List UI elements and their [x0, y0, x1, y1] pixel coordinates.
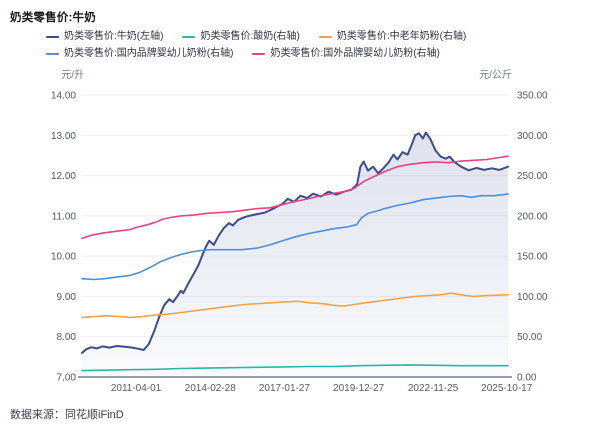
legend-label: 奶类零售价:中老年奶粉(右轴) [336, 31, 467, 42]
right-axis-unit: 元/公斤 [479, 70, 512, 81]
page-title: 奶类零售价:牛奶 [10, 12, 96, 24]
legend-item-4[interactable]: 奶类零售价:国外品牌婴幼儿奶粉(右轴) [252, 48, 440, 60]
data-source-label: 数据来源： [10, 409, 65, 421]
left-axis-tick: 13.00 [51, 131, 76, 142]
legend-row-2: 奶类零售价:国内品牌婴幼儿奶粉(右轴) 奶类零售价:国外品牌婴幼儿奶粉(右轴) [46, 48, 466, 60]
right-axis-tick: 350.00 [517, 91, 548, 102]
right-axis-tick: 150.00 [517, 252, 548, 263]
right-axis-tick: 0.00 [517, 373, 537, 384]
legend-label: 奶类零售价:国外品牌婴幼儿奶粉(右轴) [270, 48, 440, 59]
left-axis-tick: 8.00 [57, 332, 77, 343]
series-line-2 [81, 292, 509, 319]
series-line-1 [81, 364, 509, 372]
legend-marker-icon [46, 52, 59, 56]
x-axis-tick: 2025-10-17 [481, 383, 533, 394]
legend-label: 奶类零售价:牛奶(左轴) [64, 31, 164, 42]
chart-legend: 奶类零售价:牛奶(左轴) 奶类零售价:酸奶(右轴) 奶类零售价:中老年奶粉(右轴) … [46, 31, 466, 60]
series-line-4 [81, 155, 509, 240]
x-axis-tick: 2022-11-25 [408, 383, 459, 394]
left-axis-tick: 10.00 [51, 252, 76, 263]
legend-item-3[interactable]: 奶类零售价:国内品牌婴幼儿奶粉(右轴) [46, 48, 233, 60]
x-axis-tick: 2017-01-27 [259, 383, 311, 394]
right-axis-tick: 50.00 [517, 332, 542, 343]
left-axis-unit: 元/升 [61, 70, 84, 81]
x-axis-tick: 2019-12-27 [333, 383, 385, 394]
left-axis-tick: 11.00 [52, 211, 77, 222]
series-line-3 [81, 193, 509, 281]
legend-row-1: 奶类零售价:牛奶(左轴) 奶类零售价:酸奶(右轴) 奶类零售价:中老年奶粉(右轴) [46, 31, 466, 43]
left-axis-tick: 12.00 [51, 171, 76, 182]
x-axis-tick: 2011-04-01 [111, 383, 162, 394]
right-axis-tick: 200.00 [517, 211, 548, 222]
left-axis-tick: 7.00 [57, 373, 77, 384]
legend-item-2[interactable]: 奶类零售价:中老年奶粉(右轴) [318, 31, 467, 43]
legend-marker-icon [46, 35, 59, 39]
right-axis-tick: 100.00 [517, 292, 548, 303]
series-area-0 [82, 132, 508, 377]
left-axis-tick: 14.00 [51, 91, 76, 102]
legend-marker-icon [318, 35, 332, 39]
right-axis-tick: 300.00 [517, 131, 548, 142]
x-axis-tick: 2014-02-28 [185, 383, 237, 394]
legend-item-0[interactable]: 奶类零售价:牛奶(左轴) [46, 31, 163, 43]
legend-label: 奶类零售价:酸奶(右轴) [200, 31, 300, 42]
left-axis-tick: 9.00 [57, 292, 77, 303]
data-source: 数据来源：同花顺iFinD [10, 406, 124, 422]
legend-marker-icon [182, 35, 196, 39]
legend-marker-icon [252, 52, 266, 56]
right-axis-tick: 250.00 [517, 171, 548, 182]
legend-item-1[interactable]: 奶类零售价:酸奶(右轴) [182, 31, 300, 43]
data-source-value: 同花顺iFinD [65, 409, 124, 421]
legend-label: 奶类零售价:国内品牌婴幼儿奶粉(右轴) [64, 48, 234, 59]
